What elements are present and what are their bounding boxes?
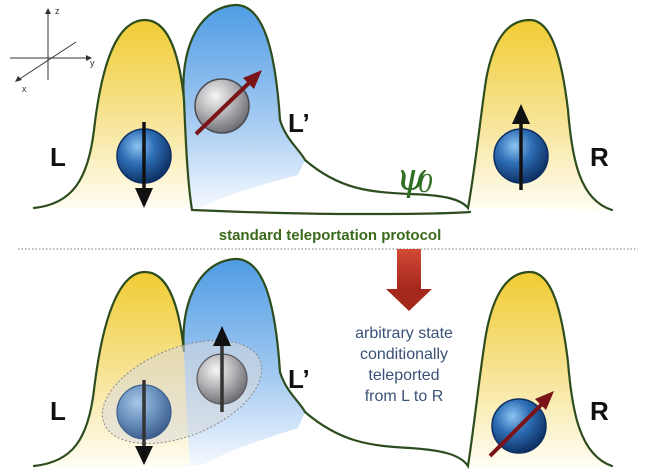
top-right-spin-up	[493, 104, 549, 190]
state-psi-subscript: 0	[418, 170, 433, 198]
axis-label-y: y	[90, 58, 95, 68]
top-left-spin-down	[116, 122, 172, 208]
caption-line-2: conditionally	[360, 346, 448, 363]
top-panel: L L’ R ψ 0	[32, 3, 614, 216]
bottom-left-spin-down	[116, 380, 172, 465]
bottom-panel: L L’ R arbitrary state conditionally tel…	[32, 257, 614, 469]
axis-label-z: z	[55, 6, 60, 16]
caption-line-3: teleported	[368, 367, 439, 384]
top-label-L: L	[50, 142, 66, 172]
teleport-caption: arbitrary state conditionally teleported…	[355, 325, 453, 405]
bottom-label-R: R	[590, 396, 609, 426]
caption-line-4: from L to R	[365, 388, 444, 405]
bottom-potential-outline	[32, 257, 614, 469]
bottom-label-L-prime: L’	[288, 364, 310, 394]
bottom-middle-spin-up	[196, 326, 248, 412]
top-right-well	[468, 20, 612, 210]
top-potential-outline	[32, 3, 614, 212]
top-label-R: R	[590, 142, 609, 172]
process-arrow-icon	[386, 249, 432, 311]
caption-line-1: arbitrary state	[355, 325, 453, 342]
bottom-right-spin-tilted	[488, 391, 554, 458]
protocol-label: standard teleportation protocol	[219, 227, 442, 244]
top-middle-spin-tilted	[194, 70, 262, 136]
state-psi-symbol: ψ	[396, 155, 427, 199]
axes-icon: z y x	[10, 6, 95, 94]
top-label-L-prime: L’	[288, 108, 310, 138]
bottom-label-L: L	[50, 396, 66, 426]
axis-label-x: x	[22, 84, 27, 94]
